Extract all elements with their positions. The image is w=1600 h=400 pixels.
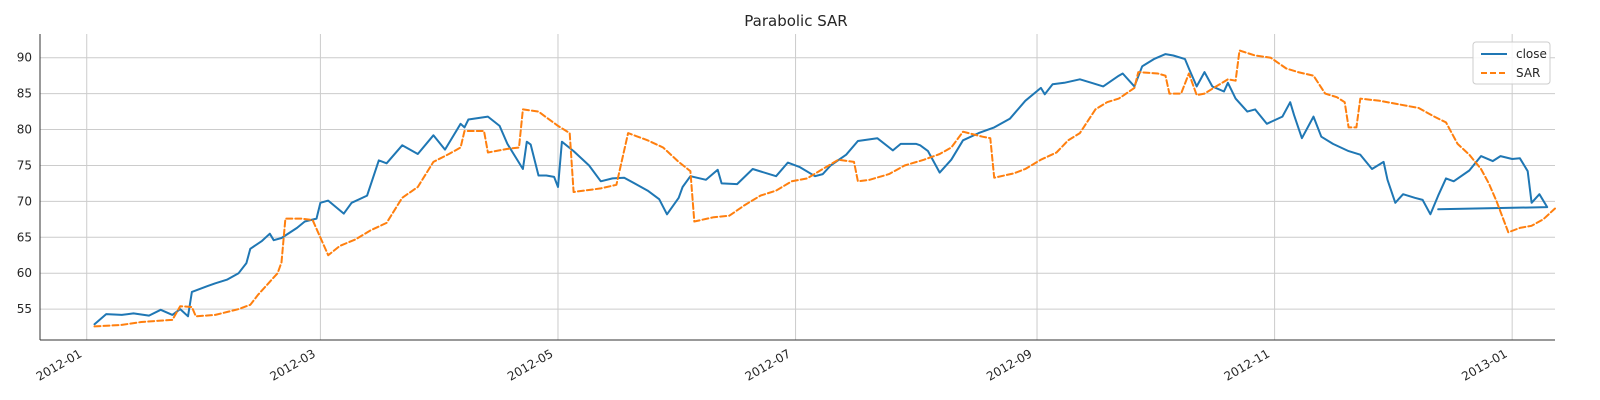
x-tick-2012-11: 2012-11 (1222, 346, 1272, 383)
x-tick-2013-01: 2013-01 (1459, 346, 1509, 383)
y-tick-55: 55 (17, 302, 32, 316)
y-tick-90: 90 (17, 51, 32, 65)
y-tick-labels: 55 60 65 70 75 80 85 90 (17, 51, 32, 316)
series-lines (93, 49, 1556, 328)
series-line-sar (93, 49, 1556, 328)
y-tick-80: 80 (17, 123, 32, 137)
x-tick-2012-03: 2012-03 (267, 346, 317, 383)
y-tick-85: 85 (17, 87, 32, 101)
legend: close SAR (1472, 41, 1551, 85)
x-tick-2012-07: 2012-07 (743, 346, 793, 383)
x-tick-2012-01: 2012-01 (34, 346, 84, 383)
x-tick-2012-05: 2012-05 (505, 346, 555, 383)
y-tick-70: 70 (17, 194, 32, 208)
y-tick-75: 75 (17, 158, 32, 172)
legend-label-close: close (1516, 47, 1547, 61)
x-tick-2012-09: 2012-09 (984, 346, 1034, 383)
axes (39, 34, 1555, 341)
y-tick-65: 65 (17, 230, 32, 244)
legend-label-sar: SAR (1516, 66, 1540, 80)
x-tick-labels: 2012-01 2012-03 2012-05 2012-07 2012-09 2012-… (34, 346, 1510, 383)
y-tick-60: 60 (17, 266, 32, 280)
grid-lines (40, 34, 1555, 340)
chart-title: Parabolic SAR (744, 12, 847, 30)
